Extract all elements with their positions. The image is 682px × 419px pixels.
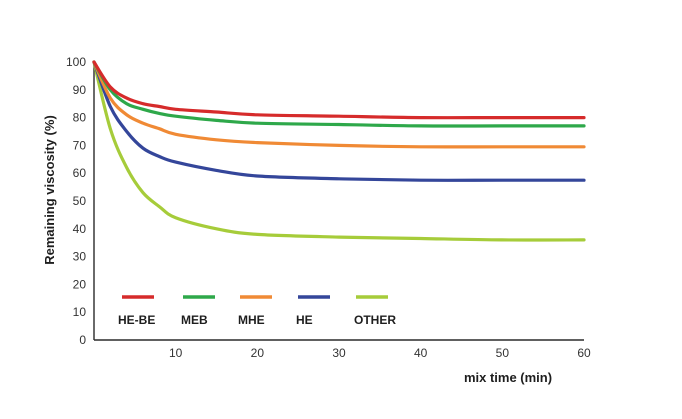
series-line-mhe: [92, 60, 586, 149]
x-axis-title: mix time (min): [464, 370, 552, 385]
x-tick-label: 50: [496, 346, 510, 360]
x-tick-label: 60: [577, 346, 591, 360]
series-line-other: [92, 60, 586, 242]
x-tick-label: 30: [332, 346, 346, 360]
y-tick-label: 20: [73, 277, 87, 291]
series-line-meb: [92, 60, 586, 128]
series-line-he: [92, 60, 586, 182]
y-tick-label: 60: [73, 166, 87, 180]
legend-label-he-be: HE-BE: [118, 313, 155, 327]
series-lines: [92, 60, 586, 242]
x-tick-labels: 10 20 30 40 50 60: [169, 346, 591, 360]
x-tick-label: 20: [251, 346, 265, 360]
y-tick-label: 90: [73, 83, 87, 97]
y-tick-label: 10: [73, 305, 87, 319]
y-axis-title: Remaining viscosity (%): [42, 115, 57, 265]
axes: [93, 62, 584, 341]
y-tick-label: 50: [73, 194, 87, 208]
legend-label-he: HE: [296, 313, 313, 327]
y-tick-label: 40: [73, 222, 87, 236]
y-tick-label: 80: [73, 111, 87, 125]
y-tick-label: 100: [66, 55, 86, 69]
legend-label-other: OTHER: [354, 313, 396, 327]
y-tick-label: 0: [79, 333, 86, 347]
y-tick-label: 70: [73, 138, 87, 152]
y-tick-label: 30: [73, 250, 87, 264]
legend: HE-BE MEB MHE HE OTHER: [118, 295, 396, 327]
legend-label-meb: MEB: [181, 313, 208, 327]
series-line-he-be: [92, 60, 586, 120]
y-tick-labels: 0 10 20 30 40 50 60 70 80 90 100: [66, 55, 86, 347]
x-tick-label: 10: [169, 346, 183, 360]
legend-label-mhe: MHE: [238, 313, 265, 327]
x-tick-label: 40: [414, 346, 428, 360]
